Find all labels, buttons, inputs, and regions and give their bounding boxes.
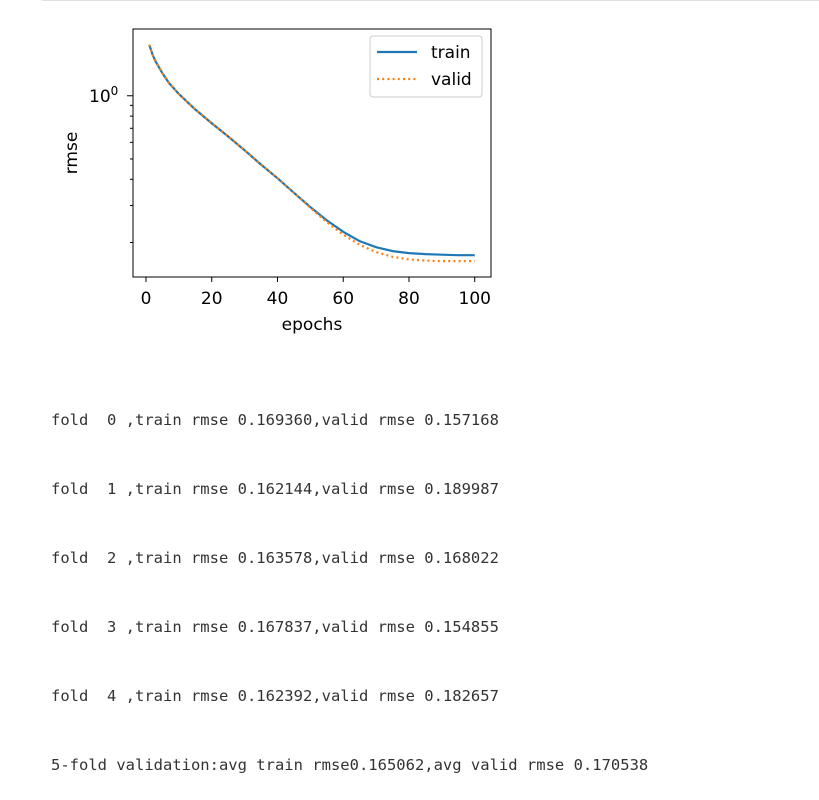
x-tick-label: 100 — [459, 289, 491, 309]
legend-label-valid: valid — [431, 70, 472, 90]
output-line: fold 4 ,train rmse 0.162392,valid rmse 0… — [51, 687, 499, 705]
plot-frame — [132, 28, 492, 278]
cell-top-divider — [42, 0, 819, 1]
x-tick-label: 80 — [398, 289, 420, 309]
y-tick-label: 100 — [89, 84, 118, 107]
output-summary-line: 5-fold validation:avg train rmse0.165062… — [51, 756, 649, 774]
legend: train valid — [369, 35, 483, 98]
rmse-chart: 0 20 40 60 80 100 100 epochs rmse train valid — [62, 28, 492, 335]
y-axis-ticks: 100 — [89, 84, 133, 244]
output-line: fold 1 ,train rmse 0.162144,valid rmse 0… — [51, 480, 499, 498]
legend-label-train: train — [431, 43, 471, 63]
x-tick-label: 0 — [141, 289, 152, 309]
output-line: fold 3 ,train rmse 0.167837,valid rmse 0… — [51, 618, 499, 636]
series-line-valid — [148, 44, 475, 263]
y-axis-label: rmse — [62, 132, 82, 175]
x-axis-label: epochs — [282, 315, 343, 335]
plot-content — [148, 44, 475, 263]
x-axis-ticks: 0 20 40 60 80 100 — [141, 277, 491, 309]
output-line: fold 2 ,train rmse 0.163578,valid rmse 0… — [51, 549, 499, 567]
x-tick-label: 60 — [332, 289, 354, 309]
training-output: fold 0 ,train rmse 0.169360,valid rmse 0… — [51, 363, 648, 800]
x-tick-label: 40 — [267, 289, 289, 309]
x-tick-label: 20 — [201, 289, 223, 309]
output-line: fold 0 ,train rmse 0.169360,valid rmse 0… — [51, 411, 499, 429]
